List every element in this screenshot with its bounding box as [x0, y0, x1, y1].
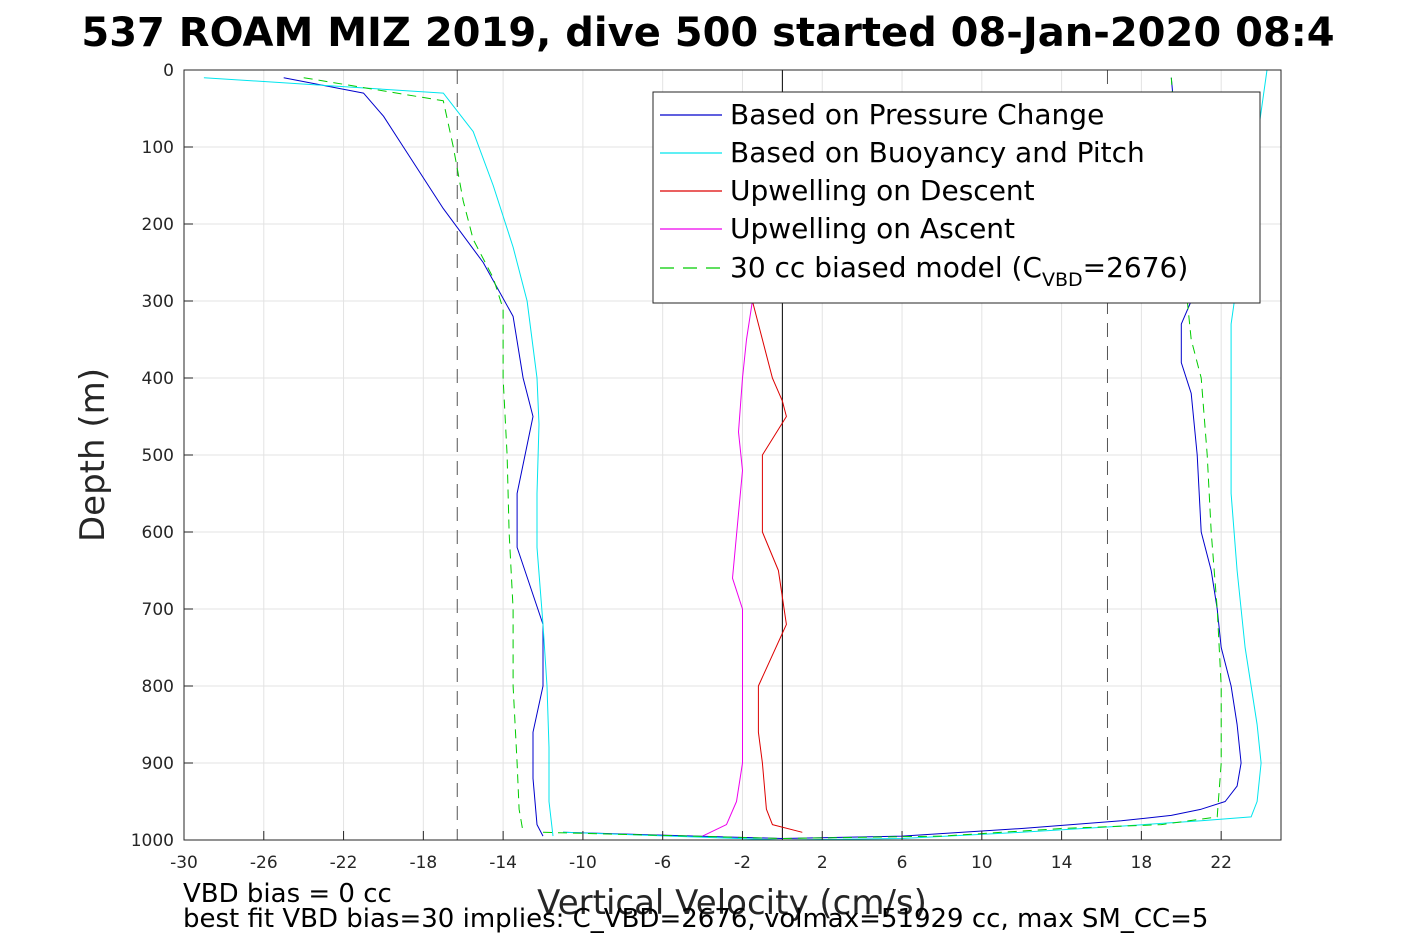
x-tick-label: -14 — [489, 853, 517, 873]
legend-item-pressure-change: Based on Pressure Change — [660, 98, 1104, 131]
y-tick-label: 0 — [163, 61, 174, 81]
series-line-4 — [303, 77, 524, 833]
legend-item-upwelling-descent: Upwelling on Descent — [660, 174, 1035, 207]
x-tick-label: -6 — [654, 853, 671, 873]
x-tick-label: 14 — [1051, 853, 1073, 873]
x-tick-label: 10 — [971, 853, 993, 873]
series-line-3 — [702, 300, 753, 837]
y-axis-label: Depth (m) — [73, 368, 113, 542]
footnote-vbd-bias: VBD bias = 0 cc — [183, 879, 392, 909]
y-tick-label: 200 — [142, 215, 174, 235]
series-line-5 — [562, 77, 1242, 839]
series-line-6 — [562, 69, 1268, 841]
x-tick-label: 2 — [817, 853, 828, 873]
chart-title: 537 ROAM MIZ 2019, dive 500 started 08-J… — [81, 10, 1334, 56]
legend-box — [652, 91, 1261, 304]
legend-label: Based on Buoyancy and Pitch — [730, 136, 1145, 169]
x-tick-label: 22 — [1210, 853, 1232, 873]
x-tick-label: -22 — [330, 853, 358, 873]
y-tick-labels: 0 100 200 300 400 500 600 700 800 900 1000 — [131, 61, 193, 851]
y-tick-label: 700 — [142, 600, 174, 620]
x-tick-label: 18 — [1131, 853, 1153, 873]
legend-item-biased-model: 30 cc biased model (CVBD=2676) — [660, 251, 1188, 291]
series-line-0 — [283, 77, 544, 837]
legend-label: Upwelling on Ascent — [730, 212, 1015, 245]
y-tick-label: 900 — [142, 754, 174, 774]
y-tick-label: 400 — [142, 369, 174, 389]
y-tick-label: 300 — [142, 292, 174, 312]
x-tick-labels: -30 -26 -22 -18 -14 -10 -6 -2 2 6 10 14 18 22 — [170, 831, 1232, 873]
legend-label: Based on Pressure Change — [730, 98, 1104, 131]
y-tick-label: 1000 — [131, 831, 174, 851]
legend-item-buoyancy-pitch: Based on Buoyancy and Pitch — [660, 136, 1145, 169]
y-tick-label: 500 — [142, 446, 174, 466]
series-line-1 — [203, 77, 554, 837]
legend-label: Upwelling on Descent — [730, 174, 1035, 207]
y-tick-label: 100 — [142, 138, 174, 158]
series-line-2 — [751, 300, 803, 833]
x-tick-label: -30 — [170, 853, 198, 873]
x-tick-label: -2 — [734, 853, 751, 873]
legend: Based on Pressure Change Based on Buoyan… — [652, 91, 1261, 304]
x-axis-label: Vertical Velocity (cm/s) — [537, 883, 927, 923]
x-tick-label: 6 — [897, 853, 908, 873]
legend-label: 30 cc biased model (CVBD=2676) — [730, 251, 1188, 291]
x-tick-label: -18 — [409, 853, 437, 873]
y-tick-label: 800 — [142, 677, 174, 697]
legend-item-upwelling-ascent: Upwelling on Ascent — [660, 212, 1015, 245]
x-tick-label: -10 — [569, 853, 597, 873]
x-tick-label: -26 — [250, 853, 278, 873]
y-tick-label: 600 — [142, 523, 174, 543]
footnote-best-fit: best fit VBD bias=30 implies: C_VBD=2676… — [183, 904, 1208, 934]
